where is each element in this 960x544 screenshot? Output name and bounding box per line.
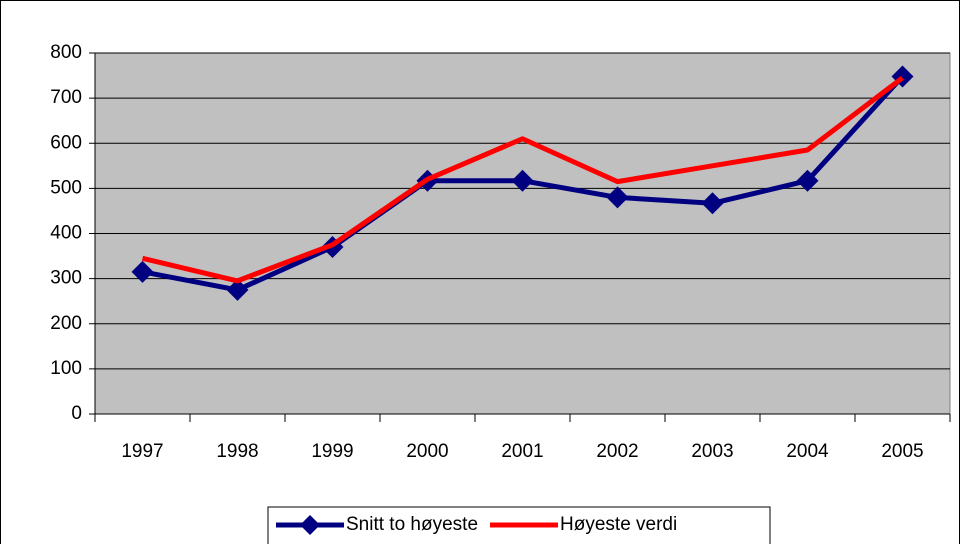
point-marker <box>226 278 249 301</box>
point-marker <box>131 260 154 283</box>
y-tick-label: 400 <box>50 223 82 244</box>
y-tick-label: 300 <box>50 268 82 289</box>
x-tick-label: 2001 <box>501 441 543 462</box>
y-tick-label: 200 <box>50 313 82 334</box>
legend-marker <box>300 515 320 535</box>
point-marker <box>511 169 534 192</box>
legend-label: Snitt to høyeste <box>346 514 478 535</box>
y-tick-label: 500 <box>50 177 82 198</box>
y-tick-label: 600 <box>50 132 82 153</box>
y-tick-label: 0 <box>71 403 82 424</box>
point-marker <box>796 169 819 192</box>
y-tick-label: 100 <box>50 358 82 379</box>
point-marker <box>606 186 629 209</box>
y-tick-label: 700 <box>50 87 82 108</box>
x-tick-label: 1997 <box>121 441 163 462</box>
x-tick-label: 1999 <box>311 441 353 462</box>
x-tick-label: 2003 <box>691 441 733 462</box>
x-tick-label: 2002 <box>596 441 638 462</box>
x-tick-label: 2004 <box>786 441 829 462</box>
point-marker <box>701 192 724 215</box>
y-tick-label: 800 <box>50 42 82 63</box>
legend-label: Høyeste verdi <box>560 514 677 535</box>
series-line <box>141 75 905 284</box>
x-tick-label: 2000 <box>406 441 448 462</box>
x-tick-label: 2005 <box>881 441 923 462</box>
x-tick-label: 1998 <box>216 441 258 462</box>
